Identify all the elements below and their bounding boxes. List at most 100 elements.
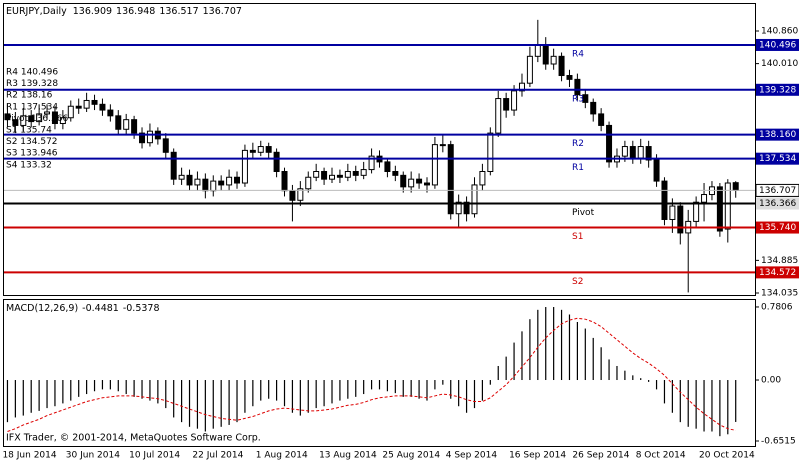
candle-body xyxy=(653,159,660,182)
candle-body xyxy=(360,169,367,176)
candle-body xyxy=(107,109,114,117)
candle-body xyxy=(661,180,668,220)
candle-body xyxy=(542,44,549,65)
candle-body xyxy=(550,55,557,65)
candle-body xyxy=(123,119,130,130)
x-tick-label: 16 Sep 2014 xyxy=(509,451,566,461)
level-name: R2 xyxy=(572,139,584,149)
level-price-label: 138.160 xyxy=(759,130,796,140)
level-price-label: 136.366 xyxy=(759,199,796,209)
x-tick-label: 8 Oct 2014 xyxy=(636,451,686,461)
candle-body xyxy=(392,170,399,176)
candle-body xyxy=(701,194,708,203)
level-price-box xyxy=(756,128,799,141)
candle-body xyxy=(637,146,644,159)
candle-body xyxy=(503,98,510,111)
y-tick-label: 140.860 xyxy=(761,26,798,36)
pivot-list-item: S2 134.572 xyxy=(6,137,58,147)
pivot-list-item: Pivot 136.366 xyxy=(6,114,68,124)
candle-body xyxy=(439,144,446,147)
candle-body xyxy=(28,115,35,123)
candle-body xyxy=(329,174,336,180)
candle-body xyxy=(305,176,312,190)
candle-body xyxy=(534,44,541,57)
candle-body xyxy=(226,176,233,186)
candle-body xyxy=(178,174,185,180)
level-name: R3 xyxy=(572,94,584,104)
candle-body xyxy=(408,178,415,188)
candle-body xyxy=(598,113,605,126)
pivot-list-item: S1 135.74 xyxy=(6,126,52,136)
candle-body xyxy=(431,144,438,186)
y-tick-label: 134.035 xyxy=(761,289,798,299)
level-price-label: 135.740 xyxy=(759,223,796,233)
candle-body xyxy=(455,201,462,215)
candle-body xyxy=(51,111,58,125)
level-price-box xyxy=(756,152,799,165)
candle-body xyxy=(724,182,731,230)
candle-body xyxy=(241,149,248,184)
candle-body xyxy=(336,174,343,178)
candle-body xyxy=(186,174,193,186)
candle-body xyxy=(210,180,217,192)
level-price-label: 137.534 xyxy=(759,154,796,164)
candle-body xyxy=(12,119,19,126)
candle-body xyxy=(423,182,430,186)
candle-body xyxy=(218,180,225,186)
candle-body xyxy=(289,190,296,201)
level-price-label: 134.572 xyxy=(759,268,796,278)
copyright: IFX Trader, © 2001-2014, MetaQuotes Soft… xyxy=(6,433,261,444)
level-price-box xyxy=(756,266,799,279)
x-tick-label: 30 Jun 2014 xyxy=(66,451,120,461)
open-value: 136.909 xyxy=(73,6,112,17)
price-header: EURJPY,Daily 136.909 136.948 136.517 136.707 xyxy=(6,6,242,17)
candle-body xyxy=(83,99,90,109)
pivot-list-item: R3 139.328 xyxy=(6,79,58,89)
x-tick-label: 4 Sep 2014 xyxy=(446,451,498,461)
level-name: S2 xyxy=(572,277,583,287)
candle-body xyxy=(574,78,581,96)
candle-body xyxy=(249,149,256,153)
signal-value: -0.5378 xyxy=(123,303,160,314)
candle-body xyxy=(732,182,739,191)
x-tick-label: 10 Jul 2014 xyxy=(129,451,180,461)
macd-panel xyxy=(3,299,756,447)
candle-body xyxy=(313,170,320,178)
candle-body xyxy=(99,103,106,111)
y-tick-label: -0.6515 xyxy=(761,436,796,446)
candle-body xyxy=(368,155,375,171)
current-price-box xyxy=(755,183,799,197)
level-price-label: 140.496 xyxy=(759,40,796,50)
candle-body xyxy=(518,82,525,92)
high-value: 136.948 xyxy=(116,6,155,17)
pivot-list-item: S4 133.32 xyxy=(6,160,52,170)
candle-body xyxy=(131,119,138,134)
candle-body xyxy=(59,117,66,125)
x-tick-label: 1 Aug 2014 xyxy=(256,451,308,461)
x-tick-label: 18 Jun 2014 xyxy=(2,451,56,461)
candle-body xyxy=(629,146,636,159)
candle-body xyxy=(566,75,573,80)
symbol: EURJPY,Daily xyxy=(6,6,67,17)
candle-body xyxy=(115,115,122,130)
candle-body xyxy=(716,186,723,232)
candle-body xyxy=(582,94,589,103)
x-tick-label: 22 Jul 2014 xyxy=(192,451,243,461)
level-price-label: 139.328 xyxy=(759,85,796,95)
candle-body xyxy=(344,170,351,178)
signal-line xyxy=(7,317,736,432)
x-tick-label: 25 Aug 2014 xyxy=(382,451,440,461)
y-tick-label: 0.7806 xyxy=(761,302,793,312)
x-tick-label: 13 Aug 2014 xyxy=(319,451,377,461)
candle-body xyxy=(693,201,700,222)
level-name: R1 xyxy=(572,163,584,173)
y-tick-label: 0.00 xyxy=(761,376,781,386)
pivot-list-item: S3 133.946 xyxy=(6,149,58,159)
candle-body xyxy=(621,146,628,157)
candle-body xyxy=(44,111,51,115)
candle-body xyxy=(281,170,288,192)
candle-body xyxy=(194,178,201,186)
candle-body xyxy=(162,138,169,153)
candle-body xyxy=(495,98,502,134)
